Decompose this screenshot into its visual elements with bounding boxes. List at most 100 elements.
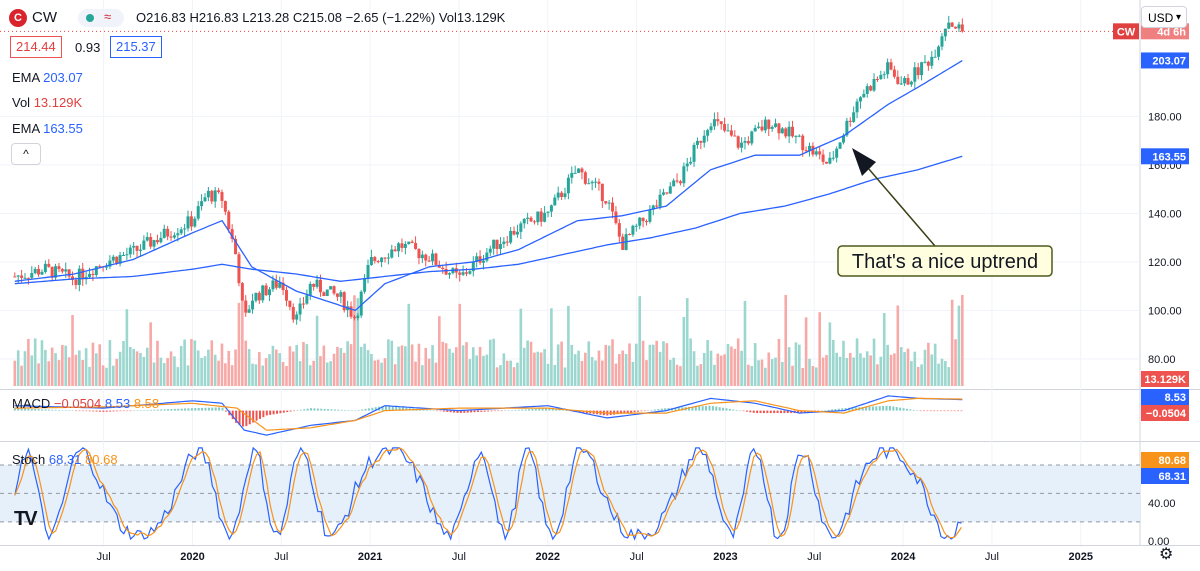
- volume-bar: [64, 345, 68, 386]
- macd-histogram-bar: [800, 410, 803, 413]
- candle-body: [641, 217, 645, 222]
- volume-legend[interactable]: Vol 13.129K: [12, 95, 82, 110]
- ohlc-readout: O216.83 H216.83 L213.28 C215.08 −2.65 (−…: [136, 10, 506, 25]
- candle-body: [98, 266, 102, 268]
- collapse-legend-button[interactable]: ^: [11, 143, 41, 165]
- macd-value-signal: 8.58: [133, 396, 160, 411]
- volume-bar: [556, 344, 560, 386]
- volume-bar: [74, 354, 78, 386]
- volume-bar: [848, 352, 852, 386]
- candle-body: [162, 228, 166, 238]
- stoch-k-tag: 68.31: [1158, 471, 1186, 483]
- volume-bar: [865, 351, 869, 386]
- price-tick-label: 100.00: [1148, 305, 1182, 317]
- volume-bar: [550, 308, 553, 386]
- candle-body: [865, 86, 869, 94]
- candle-body: [716, 119, 720, 122]
- candle-body: [872, 78, 876, 91]
- volume-bar: [482, 355, 485, 386]
- market-status-pill[interactable]: ≈: [78, 9, 124, 27]
- ema-fast-line: [14, 60, 963, 312]
- candle-body: [33, 268, 37, 274]
- candle-body: [651, 205, 655, 210]
- sell-price-box[interactable]: 214.44: [10, 36, 62, 58]
- candle-body: [858, 97, 862, 102]
- volume-bar: [811, 366, 815, 386]
- volume-bar: [672, 357, 675, 386]
- candle-body: [916, 67, 920, 76]
- macd-histogram-bar: [190, 408, 193, 411]
- volume-bar: [594, 360, 597, 386]
- currency-select[interactable]: USD ▾: [1141, 6, 1187, 28]
- macd-histogram-bar: [698, 406, 701, 411]
- macd-histogram-bar: [797, 410, 799, 414]
- time-tick-label: 2023: [713, 551, 737, 563]
- volume-bar: [747, 364, 750, 386]
- volume-bar: [122, 341, 125, 386]
- candle-body: [315, 279, 319, 287]
- macd-histogram-bar: [184, 408, 187, 411]
- buy-price-box[interactable]: 215.37: [110, 36, 162, 58]
- macd-histogram-bar: [109, 410, 112, 412]
- candle-body: [923, 61, 927, 63]
- candle-body: [424, 254, 428, 261]
- stoch-legend[interactable]: Stoch 68.31 80.68: [12, 452, 118, 467]
- volume-bar: [961, 294, 964, 386]
- volume-bar: [645, 360, 648, 386]
- macd-legend[interactable]: MACD −0.0504 8.53 8.58: [12, 396, 159, 411]
- volume-bar: [448, 348, 451, 386]
- volume-bar: [567, 305, 570, 386]
- macd-histogram-bar: [500, 410, 503, 412]
- macd-histogram-bar: [112, 410, 115, 412]
- ema-fast-label: EMA: [12, 70, 40, 85]
- candle-body: [37, 268, 41, 275]
- candle-body: [363, 278, 367, 292]
- settings-gear-icon[interactable]: ⚙: [1159, 546, 1174, 563]
- macd-histogram-bar: [231, 410, 234, 420]
- macd-histogram-bar: [735, 410, 738, 411]
- macd-histogram-bar: [34, 408, 37, 411]
- macd-histogram-bar: [521, 409, 524, 411]
- volume-bar: [516, 362, 519, 386]
- volume-bar: [424, 347, 428, 386]
- candle-body: [882, 74, 886, 76]
- macd-histogram-bar: [456, 410, 459, 413]
- candle-body: [210, 190, 214, 202]
- candle-body: [672, 180, 676, 187]
- macd-histogram-bar: [17, 408, 20, 411]
- macd-histogram-bar: [459, 410, 462, 413]
- macd-histogram-bar: [173, 408, 176, 411]
- symbol-name[interactable]: CW: [32, 9, 57, 26]
- volume-bar: [862, 357, 866, 386]
- ema-fast-legend[interactable]: EMA 203.07: [12, 70, 83, 85]
- candle-body: [200, 201, 204, 207]
- volume-bar: [794, 342, 798, 386]
- volume-bar: [944, 361, 947, 386]
- candle-body: [481, 260, 485, 263]
- candle-body: [312, 283, 316, 287]
- macd-histogram-bar: [119, 410, 122, 412]
- macd-histogram-bar: [940, 410, 943, 412]
- volume-bar: [553, 364, 557, 386]
- candle-body: [485, 252, 489, 261]
- candle-body: [855, 101, 859, 113]
- candle-body: [50, 266, 54, 278]
- volume-bar: [743, 300, 747, 386]
- macd-histogram-bar: [98, 410, 101, 412]
- volume-bar: [142, 356, 146, 386]
- macd-histogram-bar: [364, 408, 367, 411]
- macd-histogram-bar: [296, 410, 299, 411]
- time-tick-label: Jul: [985, 551, 999, 563]
- volume-bar: [176, 367, 180, 386]
- volume-bar: [37, 363, 40, 386]
- volume-bar: [183, 339, 186, 386]
- ema-slow-legend[interactable]: EMA 163.55: [12, 121, 83, 136]
- macd-histogram-bar: [868, 406, 871, 411]
- candle-body: [913, 67, 917, 82]
- candle-body: [329, 286, 333, 290]
- macd-histogram-bar: [548, 408, 551, 411]
- macd-histogram-bar: [20, 408, 23, 411]
- volume-bar: [601, 360, 604, 386]
- macd-histogram-bar: [95, 410, 98, 412]
